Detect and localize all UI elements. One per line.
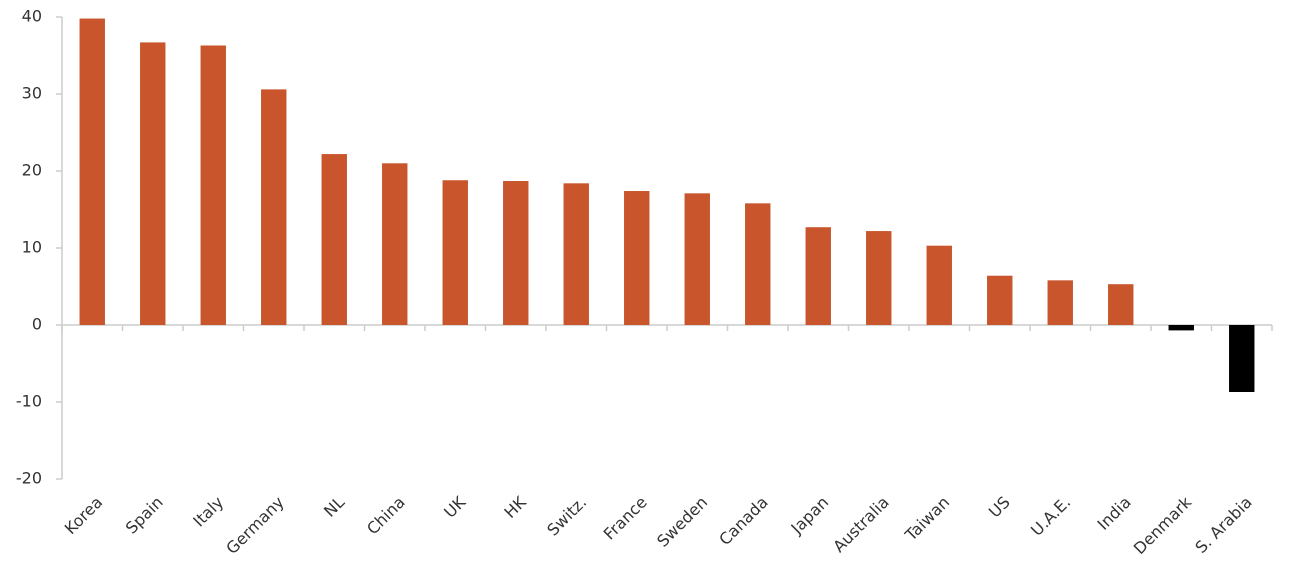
bar: [442, 180, 468, 325]
y-tick-label: -20: [16, 469, 42, 488]
x-tick-label: U.A.E.: [1027, 493, 1074, 540]
x-tick-label: NL: [320, 493, 348, 521]
x-tick-label: Canada: [715, 493, 771, 549]
x-tick-label: Taiwan: [901, 493, 954, 546]
y-tick-label: 20: [22, 161, 42, 180]
bar: [1168, 325, 1194, 331]
bar: [200, 45, 226, 326]
x-tick-label: France: [600, 493, 651, 544]
x-tick-label: HK: [500, 492, 530, 522]
x-tick-label: Germany: [222, 493, 287, 558]
y-tick-label: 0: [32, 315, 42, 334]
y-tick-label: -10: [16, 392, 42, 411]
x-tick-label: S. Arabia: [1191, 493, 1255, 557]
y-tick-label: 10: [22, 238, 42, 257]
y-tick-label: 30: [22, 84, 42, 103]
bar: [926, 245, 952, 325]
x-tick-label: Spain: [122, 493, 167, 538]
x-tick-label: Switz.: [543, 493, 590, 540]
bar: [866, 231, 892, 325]
bar: [684, 193, 710, 325]
bar: [1229, 325, 1255, 392]
bar: [79, 18, 105, 325]
x-tick-label: Korea: [61, 493, 107, 539]
bar: [261, 89, 287, 325]
bar: [321, 154, 347, 325]
y-tick-label: 40: [22, 7, 42, 26]
bar: [563, 183, 589, 325]
x-tick-label: India: [1094, 493, 1135, 534]
bar: [1108, 284, 1134, 325]
x-tick-label: US: [985, 493, 1014, 522]
bar: [503, 181, 529, 325]
bar: [987, 275, 1013, 325]
bar: [1047, 280, 1073, 325]
x-tick-label: Italy: [189, 493, 227, 531]
x-tick-label: China: [363, 493, 409, 539]
bar: [805, 227, 831, 325]
x-tick-label: Denmark: [1130, 492, 1196, 558]
x-tick-label: UK: [440, 492, 469, 521]
x-tick-label: Australia: [829, 493, 892, 556]
bar: [140, 42, 166, 325]
x-tick-label: Sweden: [653, 493, 711, 551]
bar: [745, 203, 771, 325]
x-tick-label: Japan: [787, 493, 833, 539]
bar: [382, 163, 408, 325]
bar: [624, 191, 650, 325]
